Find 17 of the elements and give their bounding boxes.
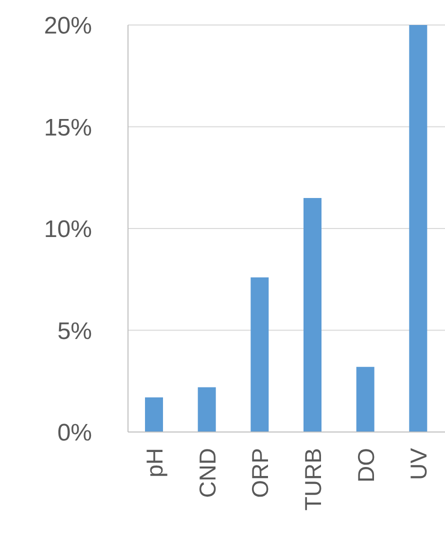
bar [198, 387, 216, 432]
bar [145, 397, 163, 432]
x-tick-label: TURB [300, 448, 326, 511]
y-tick-label: 15% [44, 114, 92, 142]
bar [304, 198, 322, 432]
y-tick-label: 10% [44, 216, 92, 244]
y-tick-label: 20% [44, 12, 92, 40]
x-tick-label: DO [352, 448, 379, 482]
x-tick-label: ORP [247, 448, 274, 498]
bar [356, 366, 374, 432]
x-tick-label: UV [406, 447, 432, 480]
bar [409, 25, 428, 432]
y-tick-label: 5% [57, 318, 92, 345]
x-tick-label: pH [141, 448, 168, 478]
bar [250, 277, 269, 432]
y-tick-label: 0% [57, 420, 92, 447]
x-tick-label: CND [194, 448, 220, 498]
